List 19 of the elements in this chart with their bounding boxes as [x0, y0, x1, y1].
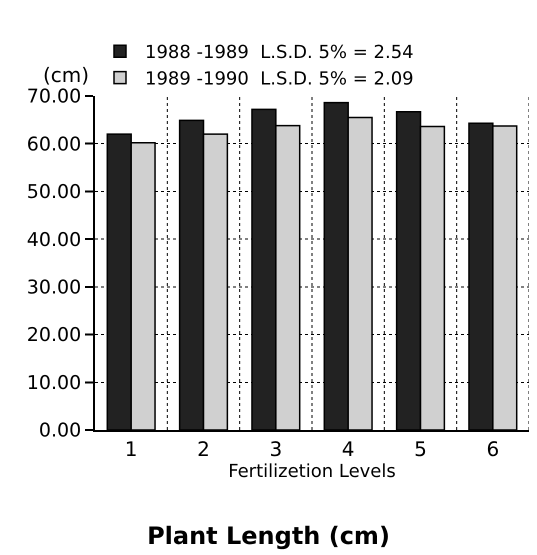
y-tick-label: 50.00	[26, 181, 82, 204]
y-tick-label: 10.00	[26, 372, 82, 394]
y-tick-label: 40.00	[26, 228, 82, 251]
legend-label: 1989 -1990 L.S.D. 5% = 2.09	[145, 68, 414, 90]
y-tick-label: 0.00	[38, 420, 82, 442]
text: Plant Length (cm)	[147, 522, 390, 550]
y-axis-title: (cm)	[43, 63, 90, 87]
x-axis-title: Fertilizetion Levels	[228, 461, 396, 482]
x-tick-label: 2	[197, 437, 210, 461]
x-tick-label: 3	[269, 437, 282, 461]
x-tick-label: 6	[486, 437, 500, 461]
y-tick-label: 30.00	[26, 276, 82, 299]
x-tick-label: 1	[124, 437, 138, 461]
y-tick-label: 20.00	[26, 324, 82, 346]
x-tick-label: 5	[414, 437, 427, 461]
y-tick-label: 60.00	[26, 133, 82, 156]
legend-label: 1988 -1989 L.S.D. 5% = 2.54	[145, 42, 414, 64]
y-tick-label: 70.00	[26, 86, 82, 108]
x-tick-label: 4	[342, 437, 355, 461]
